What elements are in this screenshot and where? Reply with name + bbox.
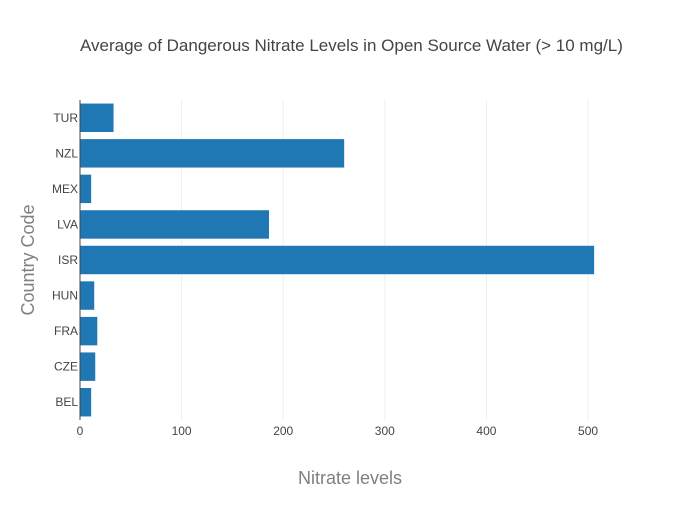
x-tick-label: 500 [578, 424, 598, 438]
y-tick-label: NZL [55, 146, 78, 160]
y-tick-label: TUR [53, 111, 78, 125]
x-tick-label: 400 [476, 424, 496, 438]
bar-mex[interactable] [80, 174, 92, 204]
y-tick-label: CZE [54, 360, 78, 374]
y-axis-title: Country Code [18, 204, 38, 315]
x-tick-label: 300 [375, 424, 395, 438]
y-tick-label: ISR [58, 253, 78, 267]
x-axis-title: Nitrate levels [298, 468, 402, 488]
bar-bel[interactable] [80, 388, 92, 417]
bar-cze[interactable] [80, 352, 96, 381]
x-tick-label: 200 [273, 424, 293, 438]
bar-hun[interactable] [80, 281, 95, 310]
bar-nzl[interactable] [80, 139, 345, 168]
y-tick-label: BEL [55, 395, 78, 409]
bar-tur[interactable] [80, 103, 114, 132]
bar-fra[interactable] [80, 316, 98, 346]
bar-isr[interactable] [80, 245, 595, 275]
y-tick-label: FRA [54, 324, 78, 338]
bar-lva[interactable] [80, 210, 269, 239]
x-tick-labels: 0 100 200 300 400 500 [77, 424, 599, 438]
y-tick-labels: BEL CZE FRA HUN ISR LVA MEX NZL TUR [52, 111, 78, 409]
chart-title: Average of Dangerous Nitrate Levels in O… [80, 36, 623, 55]
bars [79, 100, 595, 420]
y-tick-label: LVA [57, 217, 78, 231]
y-tick-label: HUN [52, 289, 78, 303]
x-tick-label: 100 [172, 424, 192, 438]
x-tick-label: 0 [77, 424, 84, 438]
y-tick-label: MEX [52, 182, 78, 196]
